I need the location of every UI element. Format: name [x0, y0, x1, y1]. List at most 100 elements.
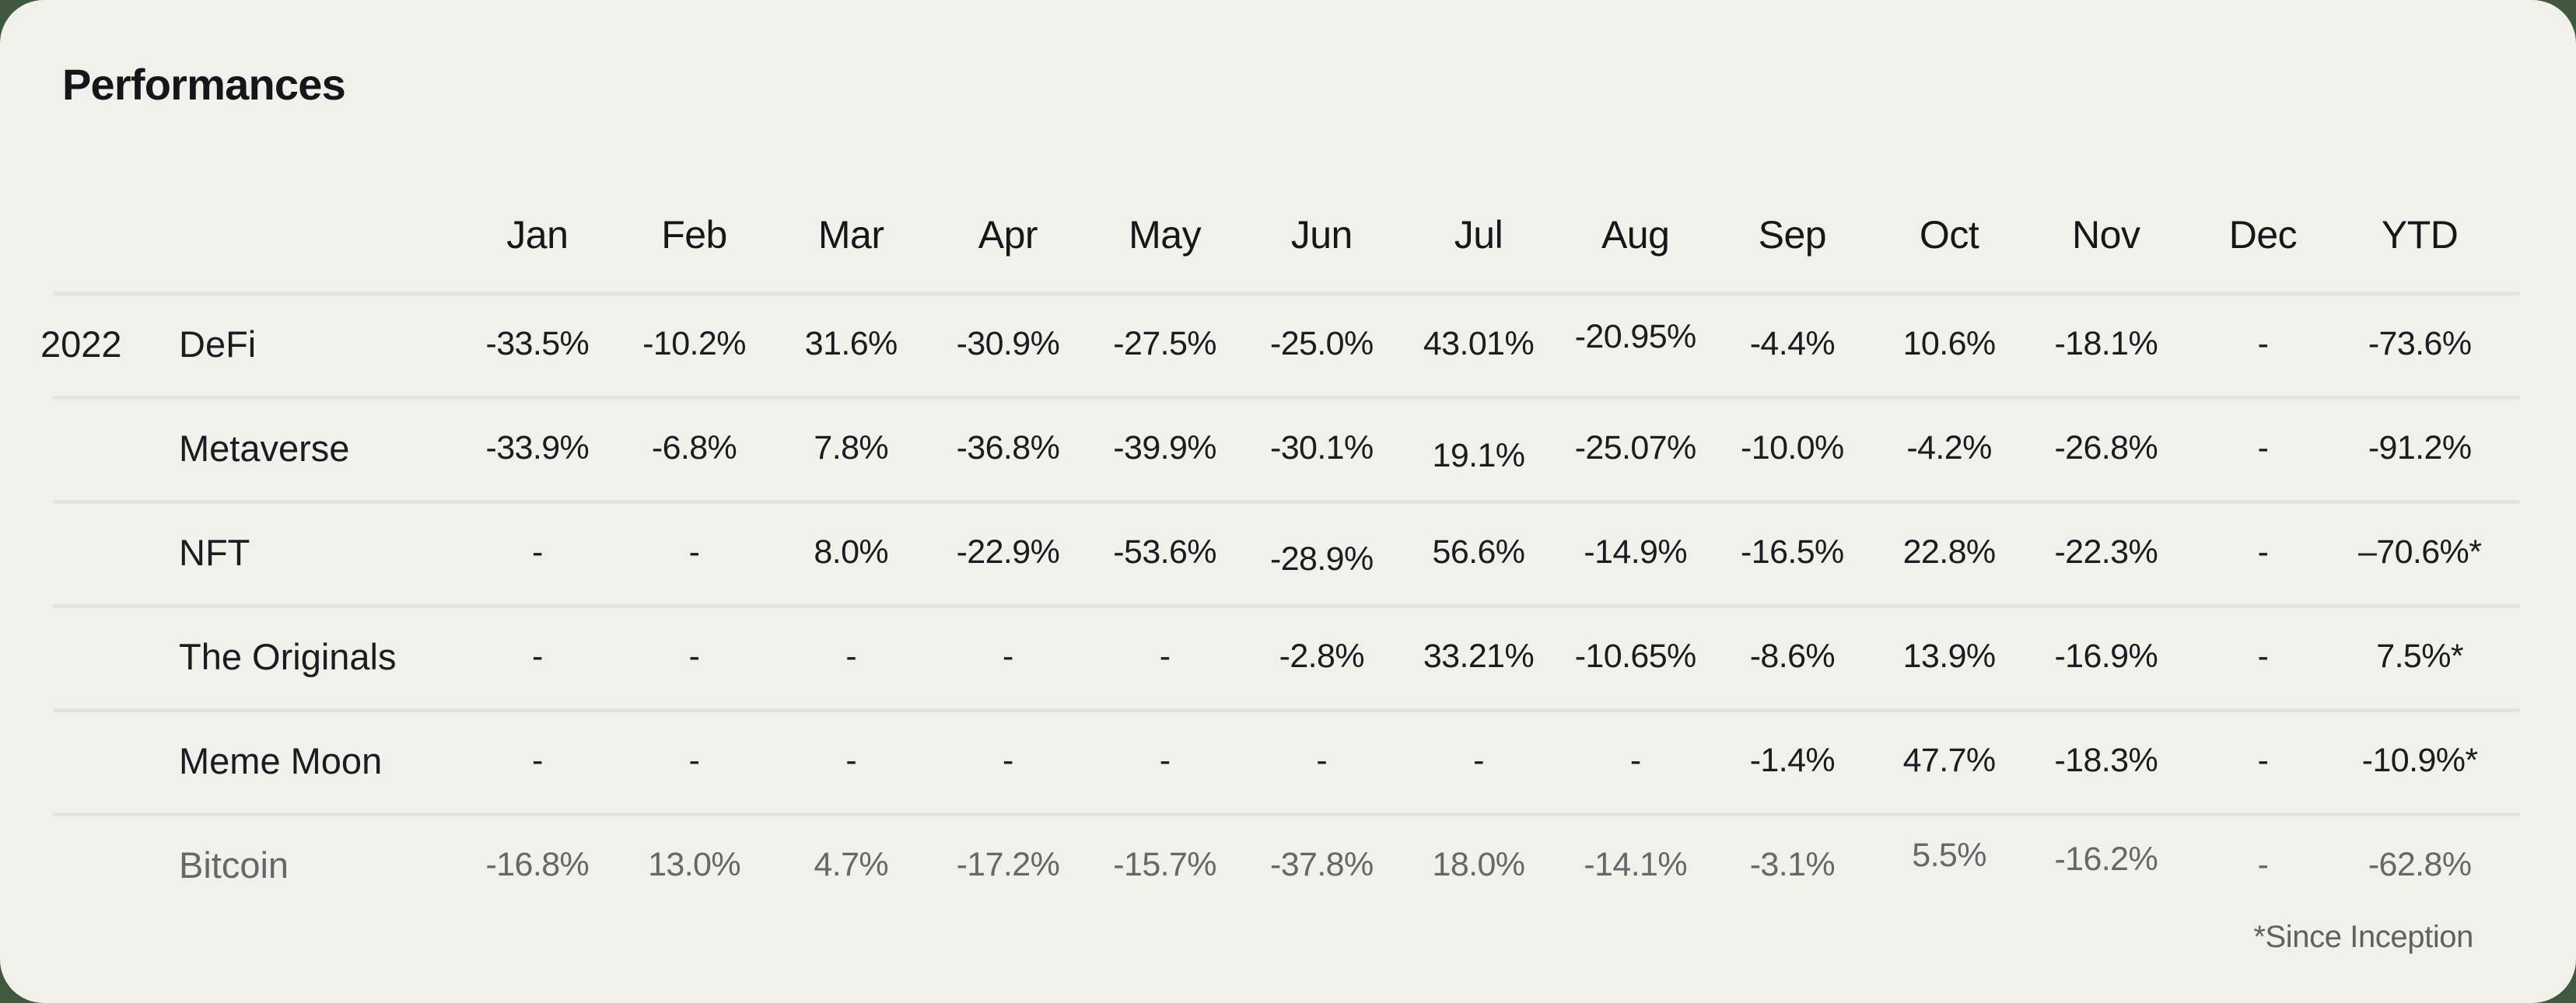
- value-defi-apr: -30.9%: [956, 324, 1060, 362]
- performance-table: Jan Feb Mar Apr May Jun Jul Aug Sep Oct Nov Dec YTD …: [0, 109, 2576, 917]
- value-defi-jun: -25.0%: [1269, 324, 1374, 362]
- value-metaverse-jul: 19.1%: [1432, 436, 1526, 474]
- value-defi-aug: -20.95%: [1574, 317, 1697, 355]
- value-originals-apr: -: [1003, 637, 1013, 675]
- value-nft-oct: 22.8%: [1902, 533, 1997, 571]
- value-metaverse-feb: -6.8%: [651, 428, 737, 467]
- value-metaverse-may: -39.9%: [1113, 428, 1216, 467]
- table-row-nft: NFT - - 8.0% -22.9% -53.6% -28.9% 56.6% -14.9% -1…: [0, 500, 2576, 604]
- column-header-apr: Apr: [978, 213, 1038, 257]
- value-defi-dec: -: [2257, 324, 2269, 362]
- value-originals-dec: -: [2257, 637, 2269, 675]
- value-bitcoin-jan: -16.8%: [485, 845, 590, 883]
- value-originals-jun: -2.8%: [1279, 637, 1365, 675]
- value-bitcoin-mar: 4.7%: [814, 845, 889, 883]
- value-bitcoin-aug: -14.1%: [1584, 845, 1688, 883]
- value-originals-feb: -: [688, 637, 700, 675]
- value-metaverse-apr: -36.8%: [956, 428, 1060, 467]
- value-nft-jul: 56.6%: [1432, 533, 1526, 571]
- value-originals-ytd: 7.5%*: [2376, 637, 2464, 675]
- value-bitcoin-ytd: -62.8%: [2368, 845, 2472, 883]
- value-bitcoin-may: -15.7%: [1113, 845, 1216, 883]
- value-defi-jan: -33.5%: [485, 324, 590, 362]
- value-originals-may: -: [1159, 637, 1171, 675]
- value-mememoon-aug: -: [1629, 741, 1641, 779]
- row-label-defi: DeFi: [179, 323, 257, 365]
- value-originals-jul: 33.21%: [1423, 637, 1535, 675]
- value-originals-mar: -: [845, 637, 857, 675]
- value-metaverse-jan: -33.9%: [485, 428, 590, 467]
- column-header-aug: Aug: [1601, 213, 1670, 257]
- value-metaverse-sep: -10.0%: [1741, 428, 1844, 467]
- value-metaverse-mar: 7.8%: [814, 428, 889, 467]
- page-title: Performances: [62, 60, 346, 109]
- value-mememoon-mar: -: [845, 741, 857, 779]
- value-originals-jan: -: [531, 637, 543, 675]
- column-header-may: May: [1129, 213, 1202, 257]
- column-header-mar: Mar: [817, 213, 884, 257]
- value-nft-mar: 8.0%: [814, 533, 889, 571]
- column-header-jul: Jul: [1454, 213, 1503, 257]
- value-metaverse-ytd: -91.2%: [2368, 428, 2472, 467]
- value-originals-oct: 13.9%: [1902, 637, 1997, 675]
- value-defi-nov: -18.1%: [2054, 324, 2158, 362]
- value-bitcoin-feb: 13.0%: [648, 845, 741, 883]
- value-defi-jul: 43.01%: [1423, 324, 1535, 362]
- value-nft-may: -53.6%: [1113, 533, 1216, 571]
- value-defi-mar: 31.6%: [804, 324, 898, 362]
- column-header-dec: Dec: [2228, 213, 2298, 257]
- value-mememoon-feb: -: [688, 741, 700, 779]
- value-defi-may: -27.5%: [1113, 324, 1216, 362]
- value-nft-aug: -14.9%: [1584, 533, 1688, 571]
- value-nft-jun: -28.9%: [1269, 540, 1374, 578]
- value-mememoon-apr: -: [1003, 741, 1013, 779]
- value-nft-apr: -22.9%: [956, 533, 1060, 571]
- value-nft-feb: -: [688, 533, 700, 571]
- value-bitcoin-apr: -17.2%: [956, 845, 1060, 883]
- since-inception-footnote: *Since Inception: [2253, 920, 2473, 954]
- year-label: 2022: [40, 323, 122, 365]
- row-label-originals: The Originals: [179, 635, 397, 677]
- value-bitcoin-jul: 18.0%: [1432, 845, 1526, 883]
- value-metaverse-dec: -: [2257, 428, 2269, 467]
- value-originals-nov: -16.9%: [2054, 637, 2158, 675]
- value-mememoon-nov: -18.3%: [2054, 741, 2158, 779]
- value-nft-sep: -16.5%: [1741, 533, 1844, 571]
- value-mememoon-jun: -: [1316, 741, 1328, 779]
- value-mememoon-dec: -: [2257, 741, 2269, 779]
- column-header-jun: Jun: [1290, 213, 1353, 257]
- value-mememoon-ytd: -10.9%*: [2361, 741, 2478, 779]
- value-metaverse-aug: -25.07%: [1574, 428, 1697, 467]
- column-header-nov: Nov: [2072, 213, 2140, 257]
- value-metaverse-nov: -26.8%: [2054, 428, 2158, 467]
- row-label-metaverse: Metaverse: [179, 427, 350, 469]
- value-metaverse-oct: -4.2%: [1906, 428, 1992, 467]
- value-originals-sep: -8.6%: [1749, 637, 1836, 675]
- value-bitcoin-dec: -: [2257, 845, 2269, 883]
- table-body: 2022 DeFi -33.5% -10.2% 31.6% -30.9% -27.5% -25…: [0, 292, 2576, 917]
- value-mememoon-jan: -: [531, 741, 543, 779]
- value-bitcoin-sep: -3.1%: [1749, 845, 1836, 883]
- table-row-metaverse: Metaverse -33.9% -6.8% 7.8% -36.8% -39.9% -30.…: [0, 396, 2576, 500]
- value-nft-ytd: –70.6%*: [2357, 533, 2482, 571]
- value-defi-sep: -4.4%: [1749, 324, 1836, 362]
- value-metaverse-jun: -30.1%: [1269, 428, 1374, 467]
- value-originals-aug: -10.65%: [1574, 637, 1697, 675]
- value-defi-feb: -10.2%: [642, 324, 746, 362]
- value-defi-oct: 10.6%: [1902, 324, 1997, 362]
- column-header-feb: Feb: [661, 213, 727, 257]
- table-row-defi: 2022 DeFi -33.5% -10.2% 31.6% -30.9% -27.5% -25…: [0, 292, 2576, 396]
- value-defi-ytd: -73.6%: [2368, 324, 2472, 362]
- value-nft-nov: -22.3%: [2054, 533, 2158, 571]
- value-mememoon-jul: -: [1473, 741, 1484, 779]
- value-mememoon-oct: 47.7%: [1902, 741, 1997, 779]
- column-header-ytd: YTD: [2381, 213, 2459, 257]
- value-bitcoin-nov: -16.2%: [2054, 840, 2158, 878]
- row-label-nft: NFT: [179, 531, 250, 573]
- table-row-mememoon: Meme Moon - - - - - - - - -1.4% 47.7% -18.3% - -10.9%…: [0, 708, 2576, 813]
- table-header-row: Jan Feb Mar Apr May Jun Jul Aug Sep Oct Nov Dec YTD: [0, 109, 2576, 292]
- column-header-sep: Sep: [1758, 213, 1827, 257]
- value-bitcoin-oct: 5.5%: [1912, 836, 1986, 874]
- value-mememoon-sep: -1.4%: [1749, 741, 1836, 779]
